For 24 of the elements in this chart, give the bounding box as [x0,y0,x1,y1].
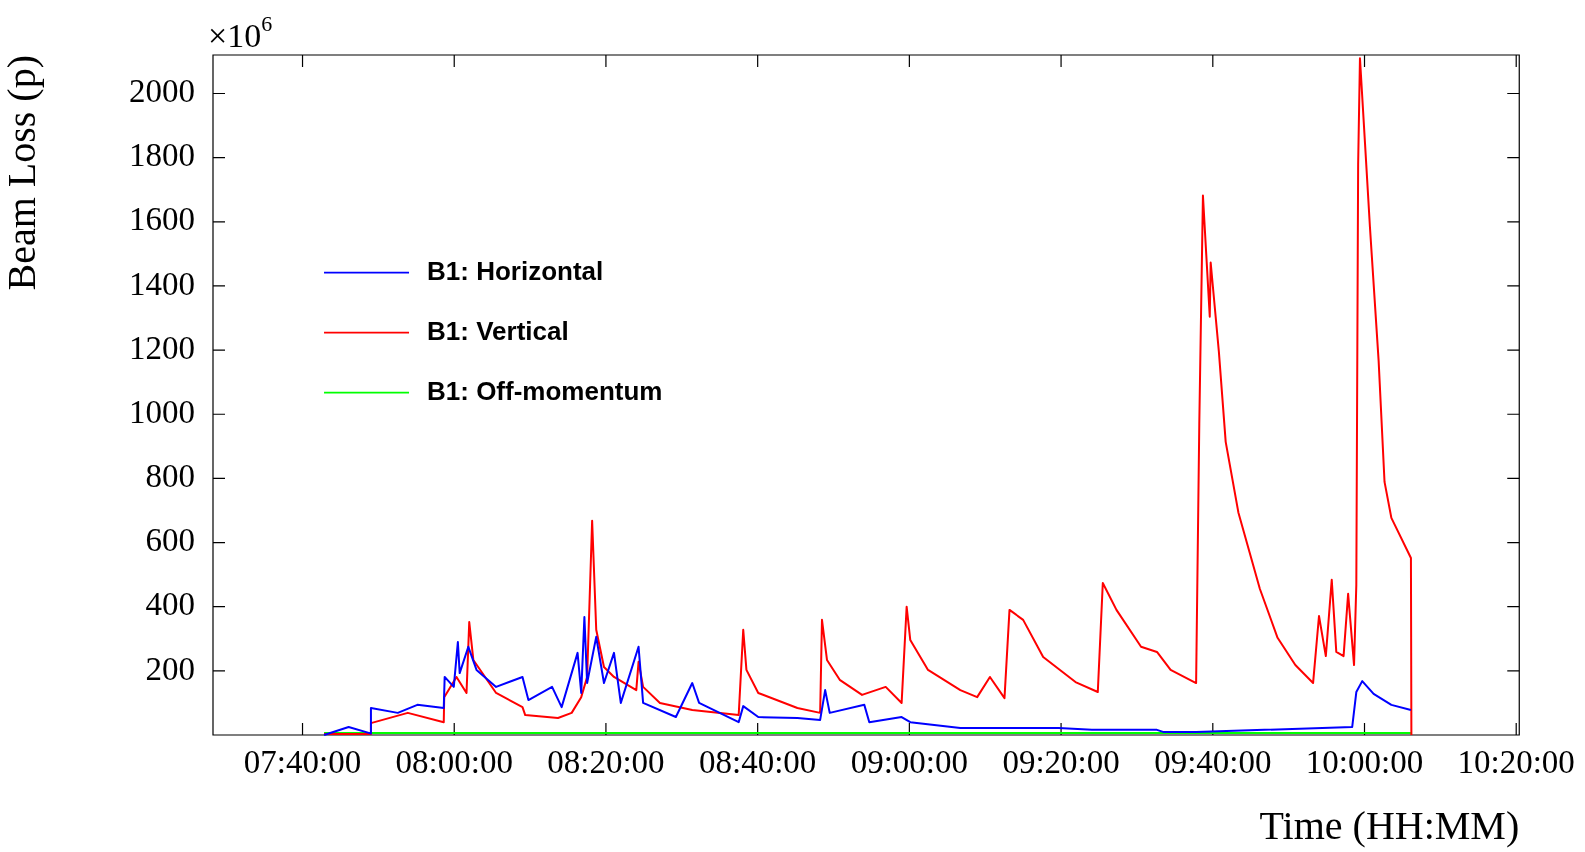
y-tick-label: 400 [145,586,195,623]
y-tick-label: 800 [145,458,195,495]
y-tick-label: 1800 [129,137,195,174]
y-tick-label: 600 [145,522,195,559]
x-tick-label: 08:40:00 [699,744,817,781]
legend-label: B1: Vertical [427,315,569,346]
legend-label: B1: Off-momentum [427,375,663,406]
x-axis-title: Time (HH:MM) [1259,802,1520,848]
y-tick-label: 1000 [129,393,195,430]
x-tick-label: 10:20:00 [1457,744,1575,781]
x-tick-label: 08:00:00 [395,744,513,781]
x-tick-label: 10:00:00 [1305,744,1424,781]
y-tick-label: 1400 [129,265,195,302]
legend-label: B1: Horizontal [427,255,604,286]
x-tick-label: 09:00:00 [850,744,969,781]
y-tick-label: 2000 [129,73,195,110]
x-tick-label: 09:20:00 [1002,744,1120,781]
y-tick-label: 1200 [129,329,195,366]
y-tick-label: 200 [145,650,195,687]
x-tick-label: 09:40:00 [1154,744,1272,781]
x-tick-label: 08:20:00 [547,744,665,781]
y-axis-title: Beam Loss (p) [0,55,44,291]
x-tick-label: 07:40:00 [243,744,362,781]
y-tick-label: 1600 [129,201,195,238]
